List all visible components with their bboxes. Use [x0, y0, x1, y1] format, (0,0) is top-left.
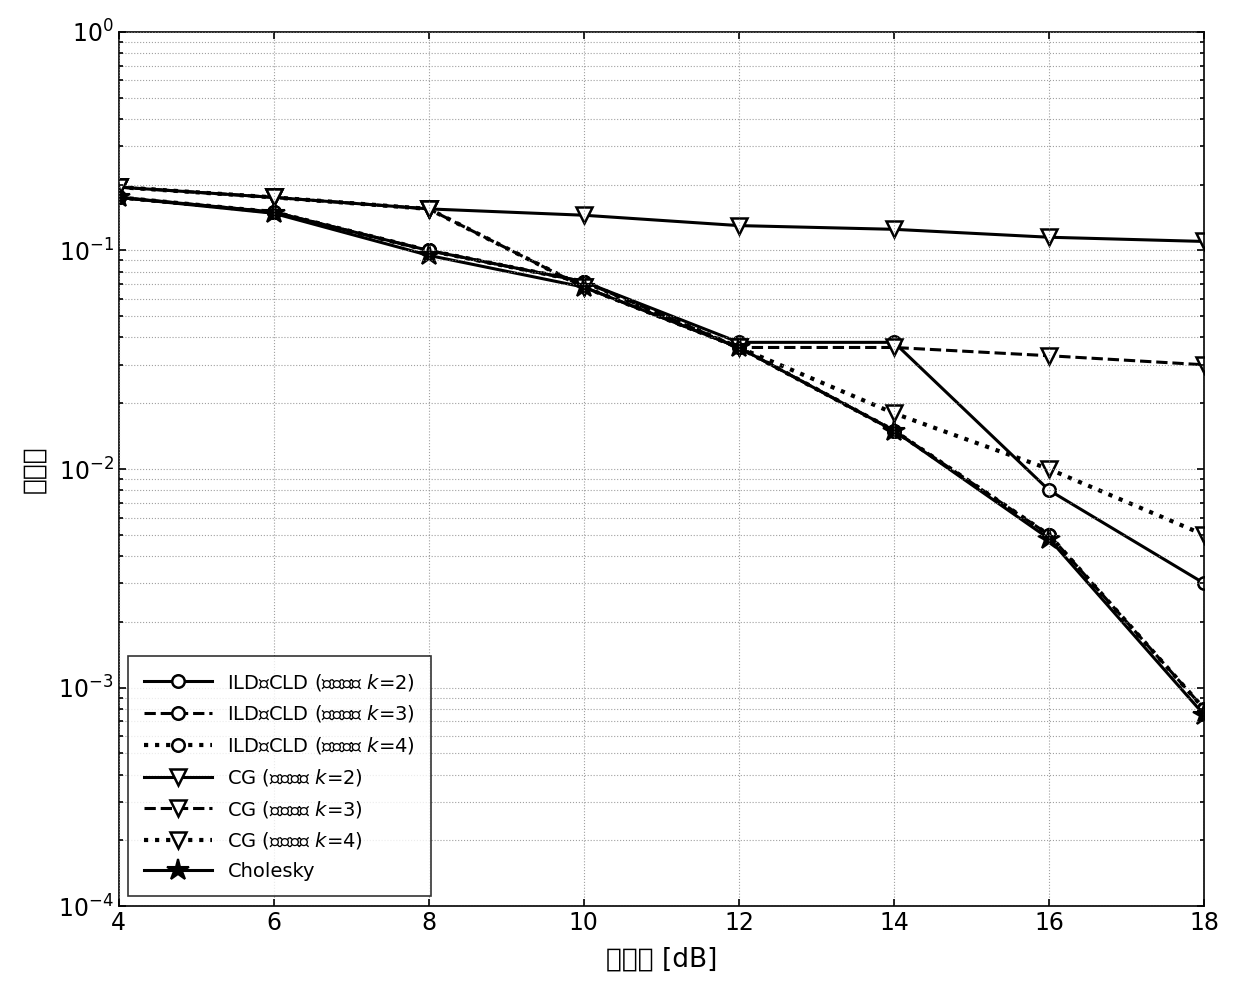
- CG (迭代次数 $k$=2): [577, 210, 591, 221]
- Line: ILD和CLD (迭代次数 $k$=2): ILD和CLD (迭代次数 $k$=2): [113, 191, 1210, 590]
- ILD和CLD (迭代次数 $k$=3): [1197, 703, 1211, 715]
- ILD和CLD (迭代次数 $k$=2): [577, 276, 591, 288]
- CG (迭代次数 $k$=2): [1042, 231, 1056, 243]
- ILD和CLD (迭代次数 $k$=3): [887, 425, 901, 437]
- Cholesky: [422, 249, 436, 261]
- CG (迭代次数 $k$=2): [422, 203, 436, 214]
- Line: CG (迭代次数 $k$=3): CG (迭代次数 $k$=3): [110, 179, 1213, 373]
- Line: ILD和CLD (迭代次数 $k$=3): ILD和CLD (迭代次数 $k$=3): [113, 191, 1210, 715]
- ILD和CLD (迭代次数 $k$=3): [112, 192, 126, 204]
- ILD和CLD (迭代次数 $k$=2): [1197, 577, 1211, 589]
- CG (迭代次数 $k$=2): [732, 219, 746, 231]
- Cholesky: [732, 342, 746, 354]
- CG (迭代次数 $k$=3): [732, 342, 746, 354]
- ILD和CLD (迭代次数 $k$=3): [267, 207, 281, 218]
- ILD和CLD (迭代次数 $k$=2): [1042, 485, 1056, 496]
- ILD和CLD (迭代次数 $k$=3): [732, 342, 746, 354]
- Line: ILD和CLD (迭代次数 $k$=4): ILD和CLD (迭代次数 $k$=4): [113, 191, 1210, 715]
- CG (迭代次数 $k$=3): [422, 203, 436, 214]
- CG (迭代次数 $k$=4): [422, 203, 436, 214]
- Line: Cholesky: Cholesky: [108, 187, 1215, 726]
- Legend: ILD和CLD (迭代次数 $k$=2), ILD和CLD (迭代次数 $k$=3), ILD和CLD (迭代次数 $k$=4), CG (迭代次数 $k$=2: ILD和CLD (迭代次数 $k$=2), ILD和CLD (迭代次数 $k$=…: [128, 656, 430, 897]
- ILD和CLD (迭代次数 $k$=4): [1197, 703, 1211, 715]
- ILD和CLD (迭代次数 $k$=3): [1042, 529, 1056, 541]
- ILD和CLD (迭代次数 $k$=4): [887, 425, 901, 437]
- ILD和CLD (迭代次数 $k$=3): [422, 244, 436, 256]
- Cholesky: [887, 425, 901, 437]
- ILD和CLD (迭代次数 $k$=4): [1042, 529, 1056, 541]
- CG (迭代次数 $k$=3): [112, 181, 126, 193]
- CG (迭代次数 $k$=4): [267, 192, 281, 204]
- Line: CG (迭代次数 $k$=2): CG (迭代次数 $k$=2): [110, 179, 1213, 250]
- ILD和CLD (迭代次数 $k$=2): [887, 337, 901, 349]
- ILD和CLD (迭代次数 $k$=2): [112, 192, 126, 204]
- CG (迭代次数 $k$=2): [112, 181, 126, 193]
- ILD和CLD (迭代次数 $k$=2): [422, 244, 436, 256]
- CG (迭代次数 $k$=3): [577, 281, 591, 293]
- CG (迭代次数 $k$=4): [1197, 529, 1211, 541]
- ILD和CLD (迭代次数 $k$=4): [267, 207, 281, 218]
- CG (迭代次数 $k$=3): [1197, 358, 1211, 370]
- X-axis label: 信噪比 [dB]: 信噪比 [dB]: [605, 946, 717, 972]
- CG (迭代次数 $k$=4): [887, 407, 901, 419]
- CG (迭代次数 $k$=3): [267, 192, 281, 204]
- CG (迭代次数 $k$=2): [887, 223, 901, 235]
- ILD和CLD (迭代次数 $k$=4): [577, 276, 591, 288]
- ILD和CLD (迭代次数 $k$=3): [577, 276, 591, 288]
- CG (迭代次数 $k$=3): [887, 342, 901, 354]
- ILD和CLD (迭代次数 $k$=4): [422, 244, 436, 256]
- ILD和CLD (迭代次数 $k$=2): [267, 207, 281, 218]
- ILD和CLD (迭代次数 $k$=4): [732, 342, 746, 354]
- ILD和CLD (迭代次数 $k$=2): [732, 337, 746, 349]
- CG (迭代次数 $k$=2): [267, 192, 281, 204]
- CG (迭代次数 $k$=4): [112, 181, 126, 193]
- ILD和CLD (迭代次数 $k$=4): [112, 192, 126, 204]
- Cholesky: [1042, 533, 1056, 545]
- Line: CG (迭代次数 $k$=4): CG (迭代次数 $k$=4): [110, 179, 1213, 543]
- Cholesky: [267, 208, 281, 219]
- Cholesky: [1197, 709, 1211, 721]
- Y-axis label: 误码率: 误码率: [21, 445, 47, 493]
- Cholesky: [577, 281, 591, 293]
- CG (迭代次数 $k$=4): [577, 281, 591, 293]
- CG (迭代次数 $k$=4): [1042, 463, 1056, 475]
- CG (迭代次数 $k$=2): [1197, 235, 1211, 247]
- CG (迭代次数 $k$=4): [732, 342, 746, 354]
- Cholesky: [112, 192, 126, 204]
- CG (迭代次数 $k$=3): [1042, 350, 1056, 361]
